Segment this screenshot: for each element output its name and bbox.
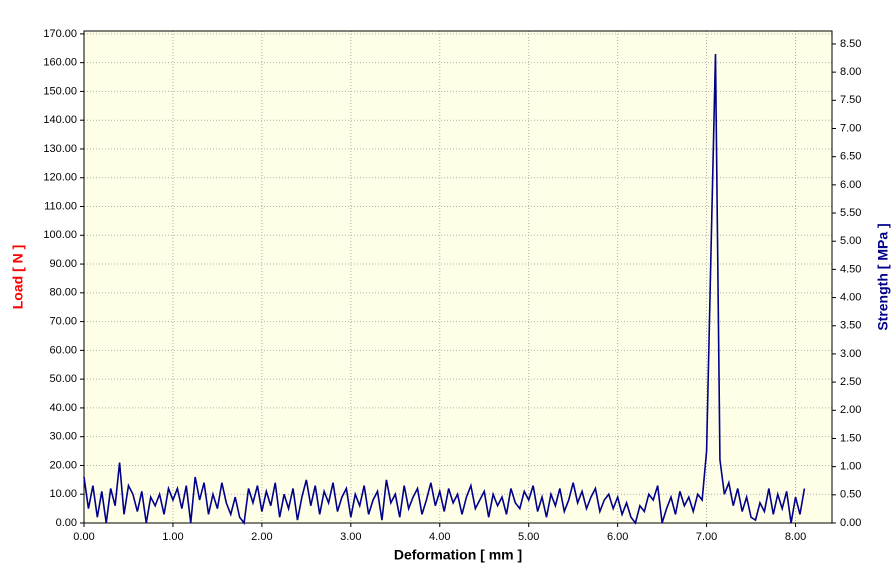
x-tick-label: 7.00 — [696, 531, 717, 543]
x-tick-label: 8.00 — [785, 531, 806, 543]
y2-tick-label: 3.00 — [840, 348, 861, 360]
y2-tick-label: 1.50 — [840, 432, 861, 444]
y-tick-label: 160.00 — [43, 57, 77, 69]
x-tick-label: 0.00 — [73, 531, 94, 543]
y2-tick-label: 3.50 — [840, 320, 861, 332]
y-tick-label: 120.00 — [43, 172, 77, 184]
plot-frame — [83, 30, 833, 524]
y2-tick-label: 5.50 — [840, 207, 861, 219]
y2-tick-label: 0.00 — [840, 517, 861, 529]
y-tick-label: 0.00 — [56, 517, 77, 529]
y2-tick-label: 5.00 — [840, 235, 861, 247]
y-tick-label: 20.00 — [49, 459, 77, 471]
x-tick-label: 3.00 — [340, 531, 361, 543]
y2-tick-label: 4.50 — [840, 263, 861, 275]
y2-tick-label: 6.50 — [840, 151, 861, 163]
y2-tick-label: 2.50 — [840, 376, 861, 388]
y2-tick-label: 0.50 — [840, 489, 861, 501]
y2-tick-label: 2.00 — [840, 404, 861, 416]
y-tick-label: 70.00 — [49, 316, 77, 328]
y-tick-label: 10.00 — [49, 488, 77, 500]
y-tick-label: 170.00 — [43, 28, 77, 40]
y-tick-label: 40.00 — [49, 402, 77, 414]
y2-axis-label: Strength [ MPa ] — [875, 223, 891, 330]
x-tick-label: 5.00 — [518, 531, 539, 543]
y-tick-label: 130.00 — [43, 143, 77, 155]
x-tick-label: 6.00 — [607, 531, 628, 543]
y2-tick-label: 6.00 — [840, 179, 861, 191]
y2-tick-label: 1.00 — [840, 461, 861, 473]
y-tick-label: 80.00 — [49, 287, 77, 299]
y-tick-label: 100.00 — [43, 229, 77, 241]
y-tick-label: 150.00 — [43, 85, 77, 97]
y2-tick-label: 7.50 — [840, 94, 861, 106]
y2-tick-label: 8.00 — [840, 66, 861, 78]
y-axis-label: Load [ N ] — [10, 245, 26, 310]
x-axis-label: Deformation [ mm ] — [394, 547, 522, 563]
x-tick-label: 4.00 — [429, 531, 450, 543]
x-tick-label: 2.00 — [251, 531, 272, 543]
y-tick-label: 110.00 — [44, 200, 77, 212]
y-tick-label: 30.00 — [49, 431, 77, 443]
y-tick-label: 60.00 — [49, 344, 77, 356]
y2-tick-label: 7.00 — [840, 122, 861, 134]
y2-tick-label: 8.50 — [840, 38, 861, 50]
data-line — [83, 53, 806, 526]
y-tick-label: 90.00 — [49, 258, 77, 270]
y2-tick-label: 4.00 — [840, 291, 861, 303]
y-tick-label: 50.00 — [49, 373, 77, 385]
y-tick-label: 140.00 — [43, 114, 77, 126]
x-tick-label: 1.00 — [162, 531, 183, 543]
